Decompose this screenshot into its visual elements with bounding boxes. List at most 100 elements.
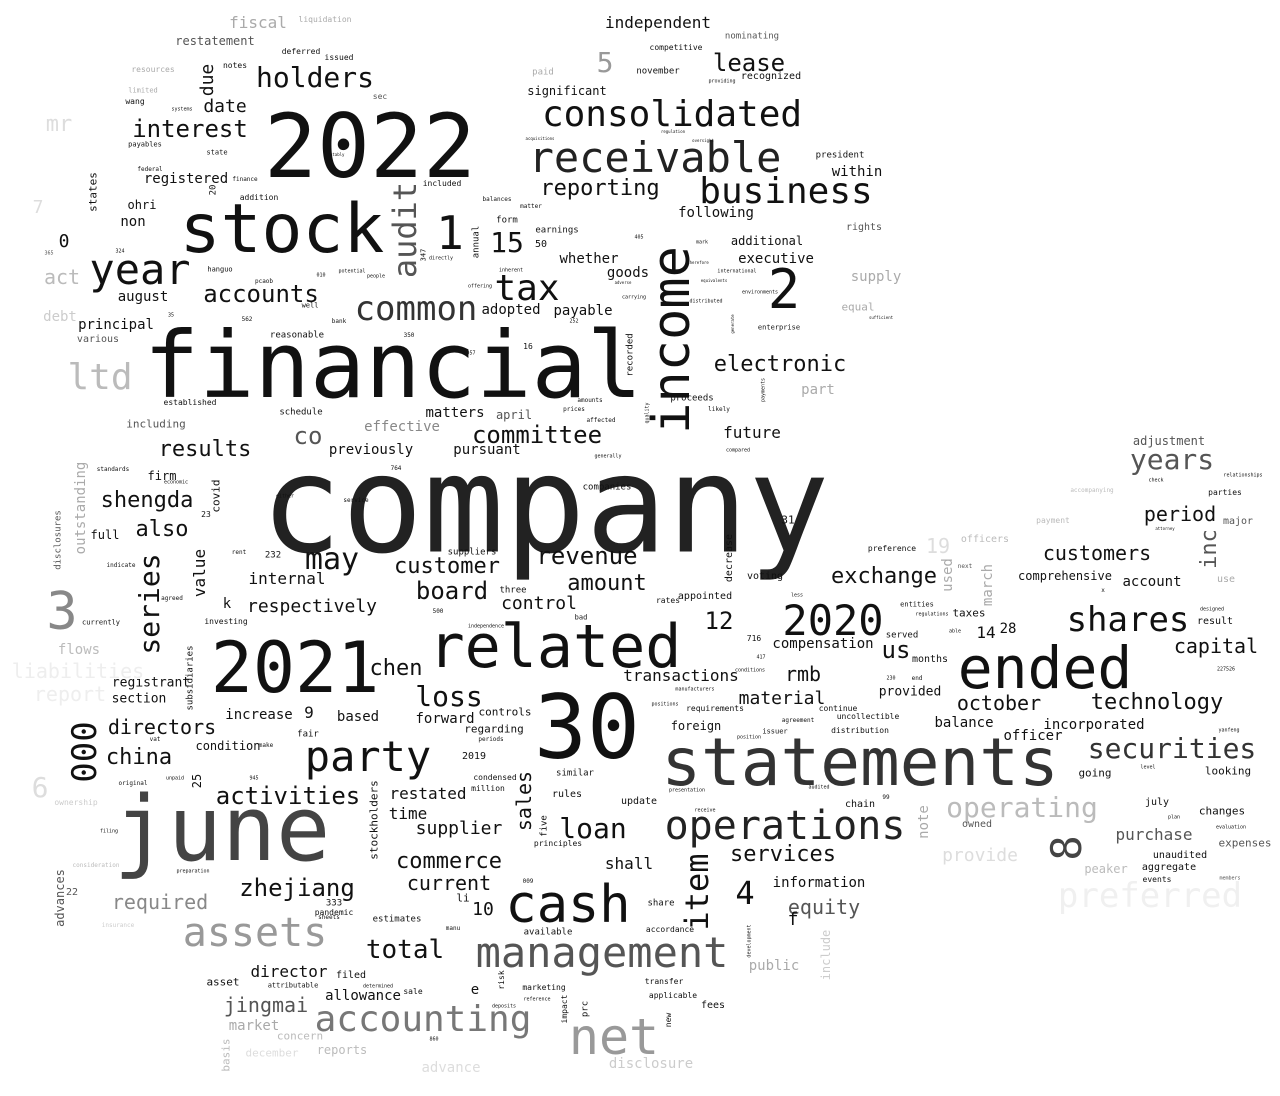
word-16: 16 [523, 342, 533, 351]
word-audited: audited [808, 784, 830, 791]
word-sec: sec [372, 92, 388, 101]
word-covid: covid [209, 479, 223, 513]
word-increase: increase [225, 707, 293, 723]
word-statements: statements [661, 724, 1059, 801]
word-financial: financial [143, 312, 643, 419]
word-issuer: issuer [762, 727, 788, 736]
word-receive: receive [694, 807, 716, 814]
word-reporting: reporting [540, 176, 660, 201]
word-aggregate: aggregate [1141, 862, 1197, 873]
word-f: f [787, 909, 799, 930]
word-new: new [664, 1012, 673, 1028]
word-balance: balance [934, 715, 994, 731]
word-unaudited: unaudited [1152, 850, 1208, 861]
word-regulations: regulations [915, 611, 949, 618]
word-total: total [365, 935, 445, 965]
word-accounts: accounts [203, 280, 319, 308]
word-li: li [456, 891, 470, 905]
word-designed: designed [1199, 606, 1225, 613]
word-recorded: recorded [625, 333, 636, 377]
word-chain: chain [844, 799, 876, 810]
word-regarding: regarding [464, 722, 524, 736]
word-232: 232 [264, 550, 282, 561]
word-8: 8 [1042, 835, 1091, 861]
word-march: march [980, 563, 996, 607]
word-forward: forward [415, 711, 475, 727]
word-rights: rights [845, 222, 883, 233]
word-2019: 2019 [461, 751, 487, 762]
word-matter: matter [520, 203, 542, 210]
word-presentation: presentation [668, 787, 706, 794]
word-significant: significant [527, 84, 607, 98]
word-basis: basis [219, 1038, 233, 1072]
word-parties: parties [1208, 488, 1242, 497]
word-year: year [89, 245, 191, 294]
word-shares: shares [1066, 600, 1190, 640]
word-ratably: ratably [327, 152, 345, 157]
word-252: 252 [569, 318, 579, 325]
word-230: 230 [886, 675, 896, 682]
word-amount: amount [567, 571, 647, 596]
word-registered: registered [143, 171, 229, 187]
word-9: 9 [304, 703, 314, 722]
word-filing: filing [99, 828, 119, 835]
word-public: public [748, 958, 800, 974]
word-25: 25 [190, 773, 204, 789]
word-lease: lease [712, 49, 786, 77]
word-board: board [415, 577, 489, 605]
word-agreed: agreed [161, 595, 183, 602]
word-state: state [206, 148, 228, 157]
word-investing: investing [204, 617, 248, 626]
word-enterprise: enterprise [757, 323, 801, 332]
word-reference: reference [523, 996, 551, 1003]
word-consolidated: consolidated [541, 94, 803, 135]
word-voting: voting [746, 571, 784, 582]
word-current: current [406, 871, 492, 895]
word-offering: offering [467, 283, 493, 290]
word-365: 365 [44, 250, 54, 257]
word-officer: officer [1003, 728, 1063, 744]
word-deferred: deferred [281, 47, 321, 56]
word-goods: goods [606, 265, 650, 281]
word-333: 333 [325, 898, 343, 909]
word-common: common [354, 289, 478, 329]
word-officers: officers [960, 534, 1010, 545]
word-report: report [33, 682, 107, 706]
word-foreign: foreign [670, 719, 722, 733]
word-electronic: electronic [713, 352, 847, 377]
word-reasonable: reasonable [269, 330, 325, 341]
word-similar: similar [556, 768, 594, 779]
word-jingmai: jingmai [223, 993, 309, 1017]
word-decrease: decrease [724, 533, 735, 583]
word-item: item [678, 853, 716, 931]
word-assets: assets [182, 910, 328, 956]
word-registrant: registrant [111, 675, 191, 691]
word-months: months [911, 654, 949, 665]
word-advances: advances [53, 869, 67, 927]
word-provide: provide [942, 845, 1018, 866]
word-15: 15 [490, 226, 524, 259]
word-supplier: supplier [415, 818, 503, 839]
word-concern: concern [276, 1029, 324, 1043]
word-due: due [197, 63, 218, 97]
word-development: development [746, 924, 753, 958]
word-attorney: attorney [1155, 526, 1175, 531]
word-carrying: carrying [621, 294, 647, 301]
word-agreement: agreement [781, 717, 815, 724]
word-transactions: transactions [623, 666, 739, 685]
word-adverse: adverse [614, 280, 632, 285]
word-us: us [881, 636, 911, 664]
word-stockholders: stockholders [367, 780, 381, 860]
word-appointed: appointed [677, 591, 733, 602]
word-2021: 2021 [210, 627, 380, 709]
word-including: including [126, 417, 186, 431]
word-k: k [222, 596, 232, 612]
word-ownership: ownership [54, 798, 98, 807]
word-comprehensive: comprehensive [1018, 569, 1112, 583]
word-accompanying: accompanying [1070, 487, 1114, 494]
word-rent: rent [231, 549, 247, 556]
word-related: related [428, 612, 682, 682]
word-principles: principles [533, 839, 583, 848]
word-compared: compared [725, 447, 751, 454]
word-economic: economic [163, 479, 189, 486]
